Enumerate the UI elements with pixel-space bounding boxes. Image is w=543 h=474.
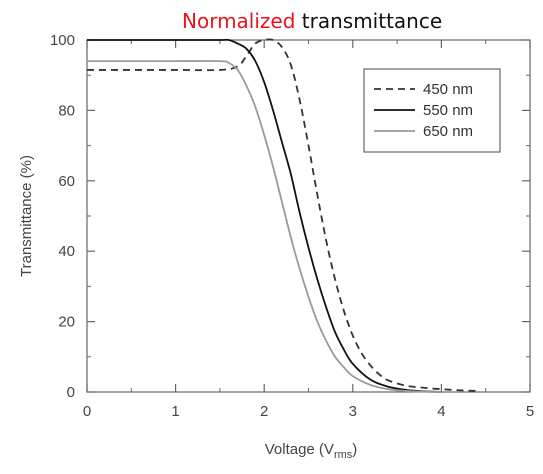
x-tick-label: 0	[83, 403, 91, 420]
x-tick-label: 3	[349, 403, 357, 420]
series-line-550-nm	[86, 38, 442, 393]
y-axis-label: Transmittance (%)	[18, 155, 35, 277]
x-tick-label: 1	[171, 403, 179, 420]
legend-label-650-nm: 650 nm	[423, 123, 473, 140]
x-tick-label: 2	[260, 403, 268, 420]
x-tick-label: 4	[437, 403, 445, 420]
y-tick-label: 40	[58, 243, 75, 260]
chart-title-highlight: Normalized	[182, 9, 295, 33]
x-axis-label-end: )	[352, 441, 357, 458]
chart-title-rest: transmittance	[295, 9, 442, 33]
series-layer	[86, 38, 477, 393]
chart-title: Normalized transmittance	[182, 9, 442, 33]
x-tick-label: 5	[526, 403, 534, 420]
series-line-650-nm	[87, 60, 442, 393]
x-axis-label: Voltage (Vrms)	[265, 441, 358, 461]
y-tick-label: 80	[58, 102, 75, 119]
y-tick-label: 60	[58, 173, 75, 190]
legend-label-550-nm: 550 nm	[423, 102, 473, 119]
x-axis-label-main: Voltage (V	[265, 441, 334, 458]
y-tick-label: 0	[67, 384, 75, 401]
series-line-450-nm	[87, 38, 477, 392]
x-axis-label-subscript: rms	[334, 449, 353, 461]
y-tick-label: 100	[50, 32, 75, 49]
legend-label-450-nm: 450 nm	[423, 81, 473, 98]
legend: 450 nm 550 nm 650 nm	[363, 68, 501, 153]
axis-ticks: 0 1 2 3 4 5 0 20 40 60 80 100	[50, 32, 534, 420]
y-tick-label: 20	[58, 314, 75, 331]
